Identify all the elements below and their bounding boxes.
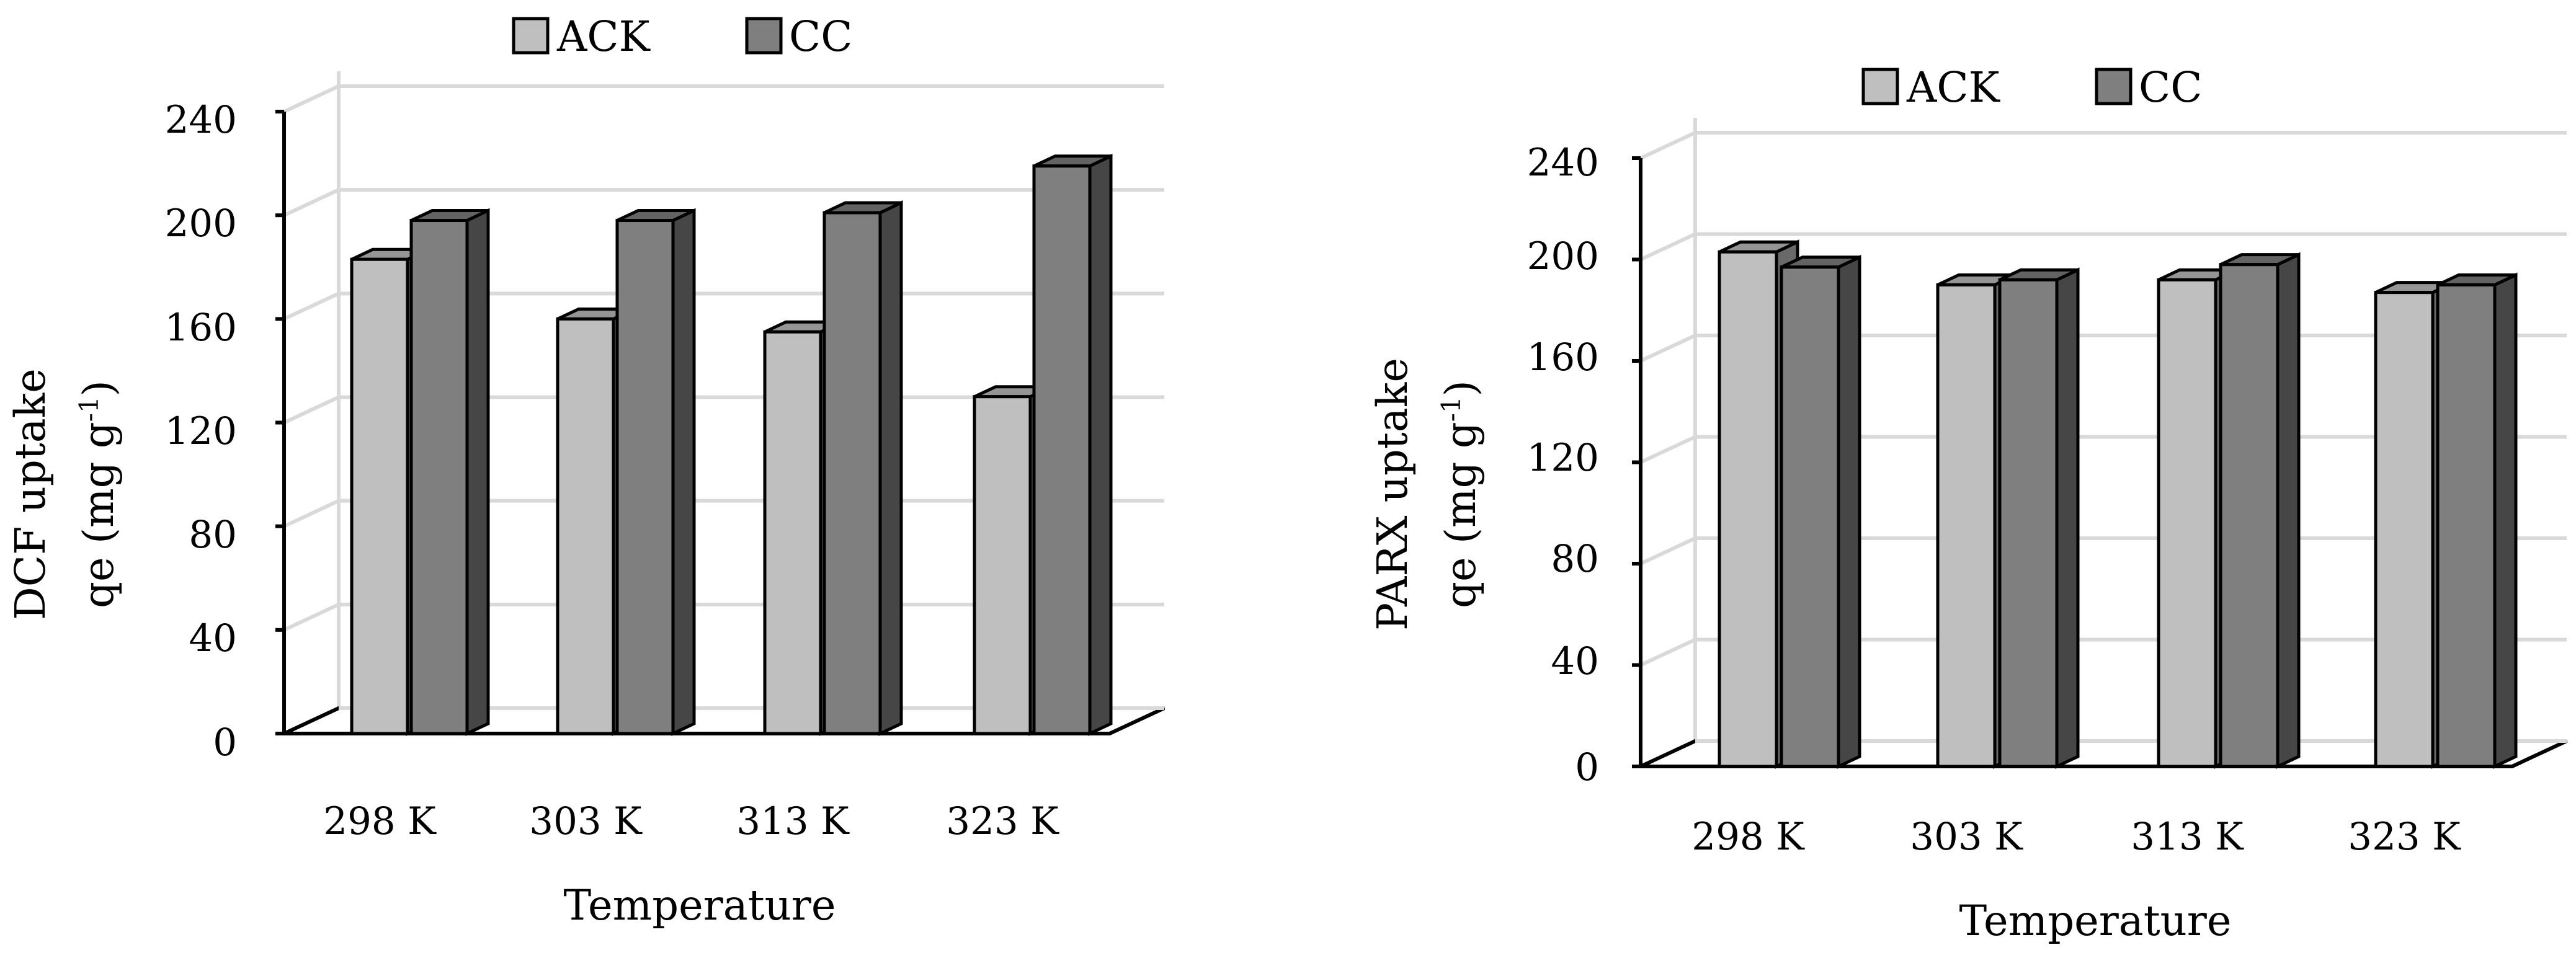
bar-front-face [1032,164,1092,735]
bar-front-face [2436,283,2497,768]
parx-legend-swatch-ack [1861,68,1899,105]
dcf-x-label-323: 323 K [946,799,1059,843]
dcf-y-tick-labels: 0 40 80 120 160 200 240 [165,98,237,765]
parx-legend: ACK CC [1861,63,2203,112]
parx-x-label-313: 313 K [2131,815,2244,859]
parx-legend-label-cc: CC [2139,63,2203,112]
bar-front-face [350,257,409,735]
dcf-gridline [283,84,1164,113]
parx-x-tick-labels: 298 K 303 K 313 K 323 K [1691,815,2461,859]
parx-y-tick-label: 240 [1527,141,1599,185]
parx-bar-cc-323k [2436,272,2518,769]
dcf-bars [350,153,1113,736]
parx-uptake-chart: 298 K 303 K 313 K 323 K 0 40 80 120 160 … [1368,63,2568,945]
parx-y-unit-suffix: ) [1437,380,1485,396]
parx-y-tick-label: 200 [1527,234,1599,278]
parx-x-axis-title: Temperature [1959,897,2232,945]
bar-front-face [1998,278,2059,768]
bar-front-face [1780,265,1840,768]
parx-y-axis-title-line2: qe (mg g-1) [1436,380,1486,608]
parx-y-tick-label: 80 [1551,537,1599,581]
parx-x-label-323: 323 K [2348,815,2461,859]
parx-y-unit-sup: -1 [1436,396,1466,422]
dcf-y-tick-label: 200 [165,202,237,246]
parx-y-unit-prefix: qe (mg g [1437,422,1485,608]
dcf-y-tick-label: 0 [213,721,237,765]
dcf-legend-swatch-ack [512,17,550,55]
parx-x-label-303: 303 K [1910,815,2023,859]
dcf-legend-label-cc: CC [789,12,853,61]
dcf-bar-cc-313k [822,200,903,736]
parx-bar-ack-323k [2374,280,2456,769]
dcf-x-label-298: 298 K [323,799,437,843]
bar-front-face [556,317,615,735]
bar-front-face [763,330,822,735]
parx-x-label-298: 298 K [1691,815,1805,859]
bar-front-face [2219,263,2280,768]
dcf-x-label-313: 313 K [736,799,850,843]
dcf-y-tick-label: 240 [165,98,237,142]
dcf-gridline [283,188,1164,217]
bar-front-face [973,395,1032,735]
dcf-legend: ACK CC [512,12,853,61]
parx-y-ticks [1632,156,1641,768]
bar-front-face [615,219,675,735]
parx-y-tick-label: 160 [1527,335,1599,379]
dcf-y-ticks [275,110,284,735]
parx-bar-cc-303k [1998,267,2080,769]
dcf-x-tick-labels: 298 K 303 K 313 K 323 K [323,799,1059,843]
dcf-y-axis-title-line2: qe (mg g-1) [74,380,123,608]
bar-side-face [878,200,903,736]
dcf-y-unit-suffix: ) [74,380,123,396]
dcf-bar-cc-323k [1032,153,1113,736]
parx-legend-label-ack: ACK [1906,63,2001,112]
parx-bar-cc-298k [1780,254,1861,769]
dcf-y-tick-label: 160 [165,306,237,350]
bar-front-face [409,219,469,735]
bar-side-face [2055,267,2080,769]
parx-y-axis-title-line1: PARX uptake [1368,358,1417,631]
dcf-legend-swatch-cc [745,17,783,55]
parx-bars [1718,239,2518,769]
dcf-x-axis-title: Temperature [564,881,836,930]
parx-y-tick-labels: 0 40 80 120 160 200 240 [1527,141,1599,789]
dcf-uptake-chart: 298 K 303 K 313 K 323 K 0 40 80 120 160 … [6,12,1165,930]
bar-front-face [2374,291,2435,768]
bar-front-face [1718,250,1778,768]
bar-side-face [2276,252,2301,769]
bar-front-face [2157,278,2217,768]
dcf-y-unit-sup: -1 [74,396,104,422]
dcf-legend-label-ack: ACK [556,12,651,61]
dcf-y-tick-label: 40 [189,616,237,660]
dcf-y-tick-label: 120 [165,409,237,453]
dcf-y-axis-title-line1: DCF uptake [6,368,55,620]
parx-bar-cc-313k [2219,252,2301,769]
dcf-x-label-303: 303 K [529,799,643,843]
dcf-y-unit-prefix: qe (mg g [74,422,123,608]
dcf-bar-cc-298k [409,208,490,736]
bar-side-face [1837,254,1861,769]
parx-y-tick-label: 0 [1575,745,1599,789]
bar-side-face [465,208,490,736]
parx-legend-swatch-cc [2095,68,2133,105]
bar-side-face [1088,153,1113,736]
bar-front-face [1936,283,1997,768]
dcf-bar-cc-303k [615,208,696,736]
dcf-y-tick-label: 80 [189,513,237,557]
parx-y-tick-label: 120 [1527,436,1599,480]
parx-y-tick-label: 40 [1551,639,1599,683]
bar-front-face [822,211,882,735]
bar-side-face [2493,272,2518,769]
parx-gridline [1639,131,2567,160]
bar-side-face [671,208,696,736]
